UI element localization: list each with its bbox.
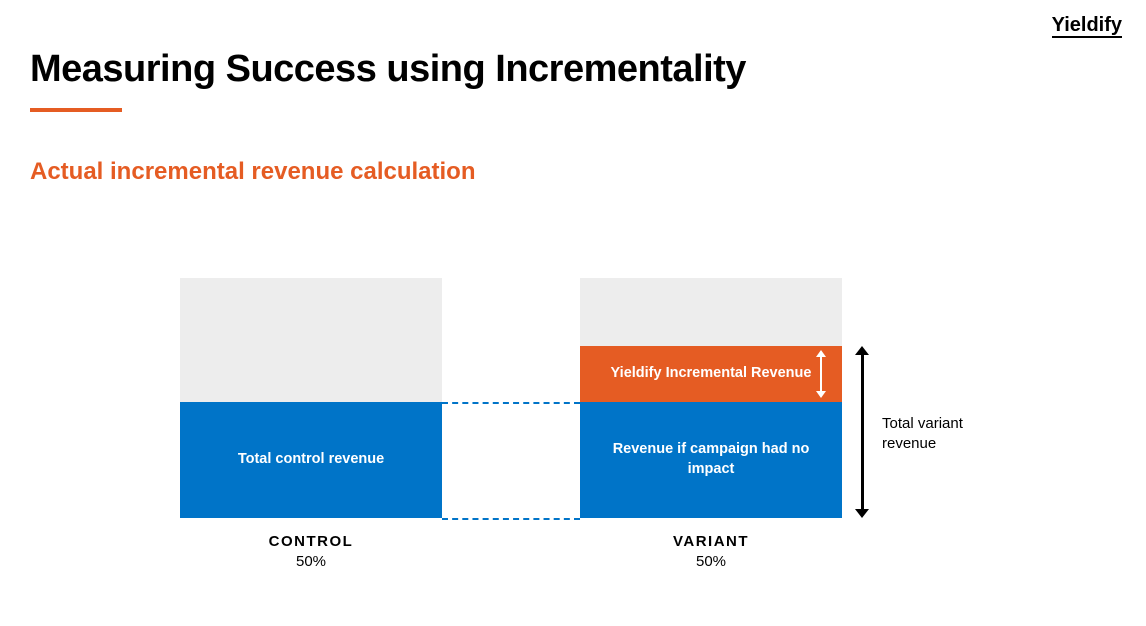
page-subtitle: Actual incremental revenue calculation (30, 158, 476, 186)
variant-segment-incremental: Yieldify Incremental Revenue (580, 346, 842, 402)
page-title: Measuring Success using Incrementality (30, 48, 746, 91)
variant-segment-baseline: Revenue if campaign had no impact (580, 402, 842, 518)
control-segment-control_revenue: Total control revenue (180, 402, 442, 518)
connector-line-bottom (442, 518, 580, 520)
brand-logo: Yieldify (1052, 14, 1122, 38)
variant-segment-label-baseline: Revenue if campaign had no impact (598, 440, 824, 479)
variant-segment-grey_pad (580, 278, 842, 346)
bar-variant: Yieldify Incremental Revenue Revenue if c… (580, 278, 842, 518)
incrementality-chart: Total control revenue CONTROL 50% Yieldi… (180, 278, 1080, 588)
caption-control-name: CONTROL (180, 533, 442, 550)
caption-control-pct: 50% (180, 553, 442, 570)
control-segment-grey_pad (180, 278, 442, 402)
incremental-inner-arrow-up (816, 350, 826, 357)
incremental-inner-arrow-down (816, 391, 826, 398)
right-annotation-label: Total variant revenue (882, 414, 992, 453)
control-segment-label-control_revenue: Total control revenue (238, 450, 384, 470)
incremental-inner-arrow-line (820, 356, 822, 392)
caption-variant-name: VARIANT (580, 533, 842, 550)
caption-variant: VARIANT 50% (580, 533, 842, 570)
connector-line-top (442, 402, 580, 404)
caption-variant-pct: 50% (580, 553, 842, 570)
right-brace-arrow (852, 346, 870, 518)
title-underline (30, 108, 122, 112)
caption-control: CONTROL 50% (180, 533, 442, 570)
bar-control: Total control revenue (180, 278, 442, 518)
variant-segment-label-incremental: Yieldify Incremental Revenue (611, 364, 812, 384)
